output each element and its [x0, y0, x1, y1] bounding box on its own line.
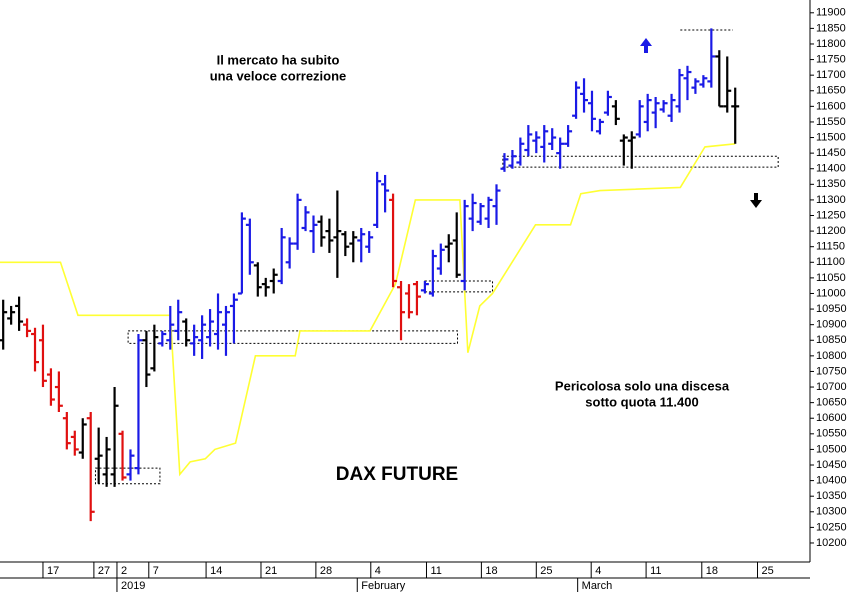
- y-tick-label: 10900: [816, 319, 847, 331]
- x-tick-label: 21: [265, 565, 277, 577]
- y-tick-label: 10350: [816, 490, 847, 502]
- y-tick-label: 11000: [816, 287, 846, 299]
- period-label: March: [582, 580, 613, 592]
- period-label: 2019: [121, 580, 145, 592]
- y-tick-label: 11850: [816, 22, 846, 34]
- x-tick-label: 17: [47, 565, 59, 577]
- y-tick-label: 10600: [816, 412, 847, 424]
- x-tick-label: 14: [210, 565, 222, 577]
- y-tick-label: 10550: [816, 428, 847, 440]
- support-zone: [127, 330, 459, 344]
- y-tick-label: 11400: [816, 163, 846, 175]
- x-tick-label: 28: [320, 565, 332, 577]
- y-tick-label: 11100: [816, 256, 845, 268]
- y-tick-label: 11550: [816, 116, 846, 128]
- y-tick-label: 10200: [816, 537, 847, 549]
- x-tick-label: 25: [761, 565, 773, 577]
- y-tick-label: 10300: [816, 506, 847, 518]
- y-tick-label: 11600: [816, 100, 846, 112]
- x-tick-label: 4: [375, 565, 381, 577]
- x-tick-label: 4: [595, 565, 601, 577]
- period-label: February: [361, 580, 406, 592]
- support-zone: [502, 155, 779, 168]
- y-tick-label: 11150: [816, 241, 845, 253]
- indicator-line: [0, 142, 736, 477]
- x-tick-label: 18: [485, 565, 497, 577]
- y-tick-label: 11700: [816, 69, 846, 81]
- y-tick-label: 11450: [816, 147, 846, 159]
- y-tick-label: 11350: [816, 178, 846, 190]
- y-tick-label: 11750: [816, 53, 846, 65]
- y-tick-label: 10450: [816, 459, 847, 471]
- x-tick-label: 11: [650, 565, 661, 577]
- y-tick-label: 10400: [816, 475, 847, 487]
- support-zone: [424, 280, 494, 293]
- y-tick-label: 11650: [816, 85, 846, 97]
- y-tick-label: 10500: [816, 443, 847, 455]
- x-tick-label: 27: [98, 565, 110, 577]
- support-zone: [94, 467, 161, 485]
- x-tick-label: 11: [430, 565, 441, 577]
- x-tick-label: 2: [121, 565, 127, 577]
- up-arrow: [640, 38, 652, 53]
- y-tick-label: 11900: [816, 7, 846, 19]
- y-tick-label: 10250: [816, 521, 847, 533]
- y-tick-label: 11500: [816, 131, 846, 143]
- y-tick-label: 11800: [816, 38, 846, 50]
- y-tick-label: 10950: [816, 303, 847, 315]
- y-tick-label: 11200: [816, 225, 846, 237]
- x-tick-label: 18: [706, 565, 718, 577]
- x-tick-label: 7: [153, 565, 159, 577]
- y-tick-label: 10800: [816, 350, 847, 362]
- y-tick-label: 10850: [816, 334, 847, 346]
- x-tick-label: 25: [540, 565, 552, 577]
- y-tick-label: 10750: [816, 365, 847, 377]
- annotation: Il mercato ha subito: [217, 52, 340, 67]
- annotation: una veloce correzione: [210, 68, 347, 83]
- y-tick-label: 11250: [816, 209, 846, 221]
- y-tick-label: 10700: [816, 381, 847, 393]
- down-arrow: [750, 193, 762, 208]
- annotation: Pericolosa solo una discesa: [555, 378, 730, 393]
- y-tick-label: 11300: [816, 194, 846, 206]
- annotation: sotto quota 11.400: [585, 394, 698, 409]
- y-tick-label: 10650: [816, 397, 847, 409]
- chart-title: DAX FUTURE: [336, 464, 458, 485]
- y-tick-label: 11050: [816, 272, 846, 284]
